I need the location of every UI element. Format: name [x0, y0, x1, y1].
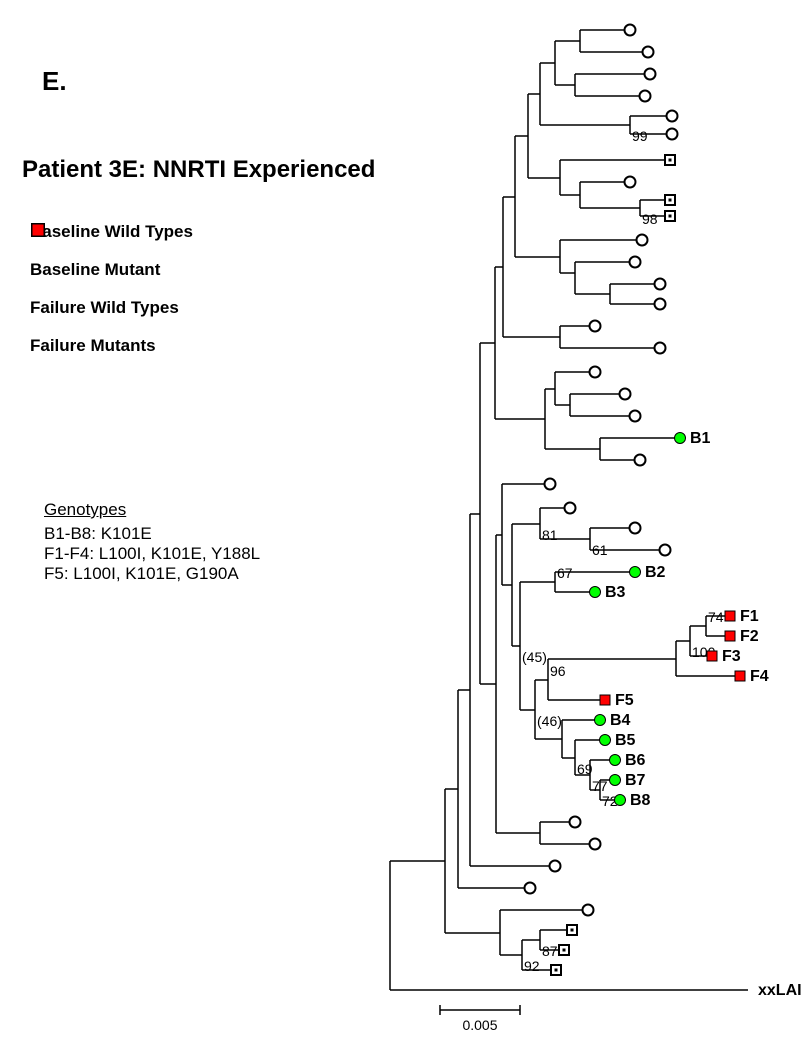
- svg-text:61: 61: [592, 542, 608, 558]
- svg-text:B1: B1: [690, 430, 711, 447]
- svg-text:74: 74: [708, 609, 724, 625]
- svg-text:99: 99: [632, 128, 648, 144]
- svg-text:87: 87: [542, 943, 558, 959]
- svg-text:B2: B2: [645, 564, 666, 581]
- svg-text:B4: B4: [610, 712, 631, 729]
- svg-text:B6: B6: [625, 752, 646, 769]
- svg-text:F2: F2: [740, 628, 759, 645]
- phylogenetic-tree: 99986181677410096727769(46)(45)8792B1B2B…: [0, 0, 808, 1050]
- svg-text:F3: F3: [722, 648, 741, 665]
- svg-text:(45): (45): [522, 649, 547, 665]
- svg-text:92: 92: [524, 958, 540, 974]
- svg-text:B5: B5: [615, 732, 636, 749]
- svg-text:0.005: 0.005: [462, 1017, 497, 1033]
- svg-text:F5: F5: [615, 692, 634, 709]
- svg-text:B7: B7: [625, 772, 646, 789]
- svg-text:B8: B8: [630, 792, 651, 809]
- svg-text:96: 96: [550, 663, 566, 679]
- svg-text:67: 67: [557, 565, 573, 581]
- svg-text:77: 77: [592, 778, 608, 794]
- svg-text:69: 69: [577, 761, 593, 777]
- svg-text:xxLAI: xxLAI: [758, 982, 802, 999]
- svg-text:81: 81: [542, 527, 558, 543]
- svg-text:B3: B3: [605, 584, 626, 601]
- svg-text:F1: F1: [740, 608, 759, 625]
- svg-text:98: 98: [642, 211, 658, 227]
- svg-text:F4: F4: [750, 668, 769, 685]
- svg-text:(46): (46): [537, 713, 562, 729]
